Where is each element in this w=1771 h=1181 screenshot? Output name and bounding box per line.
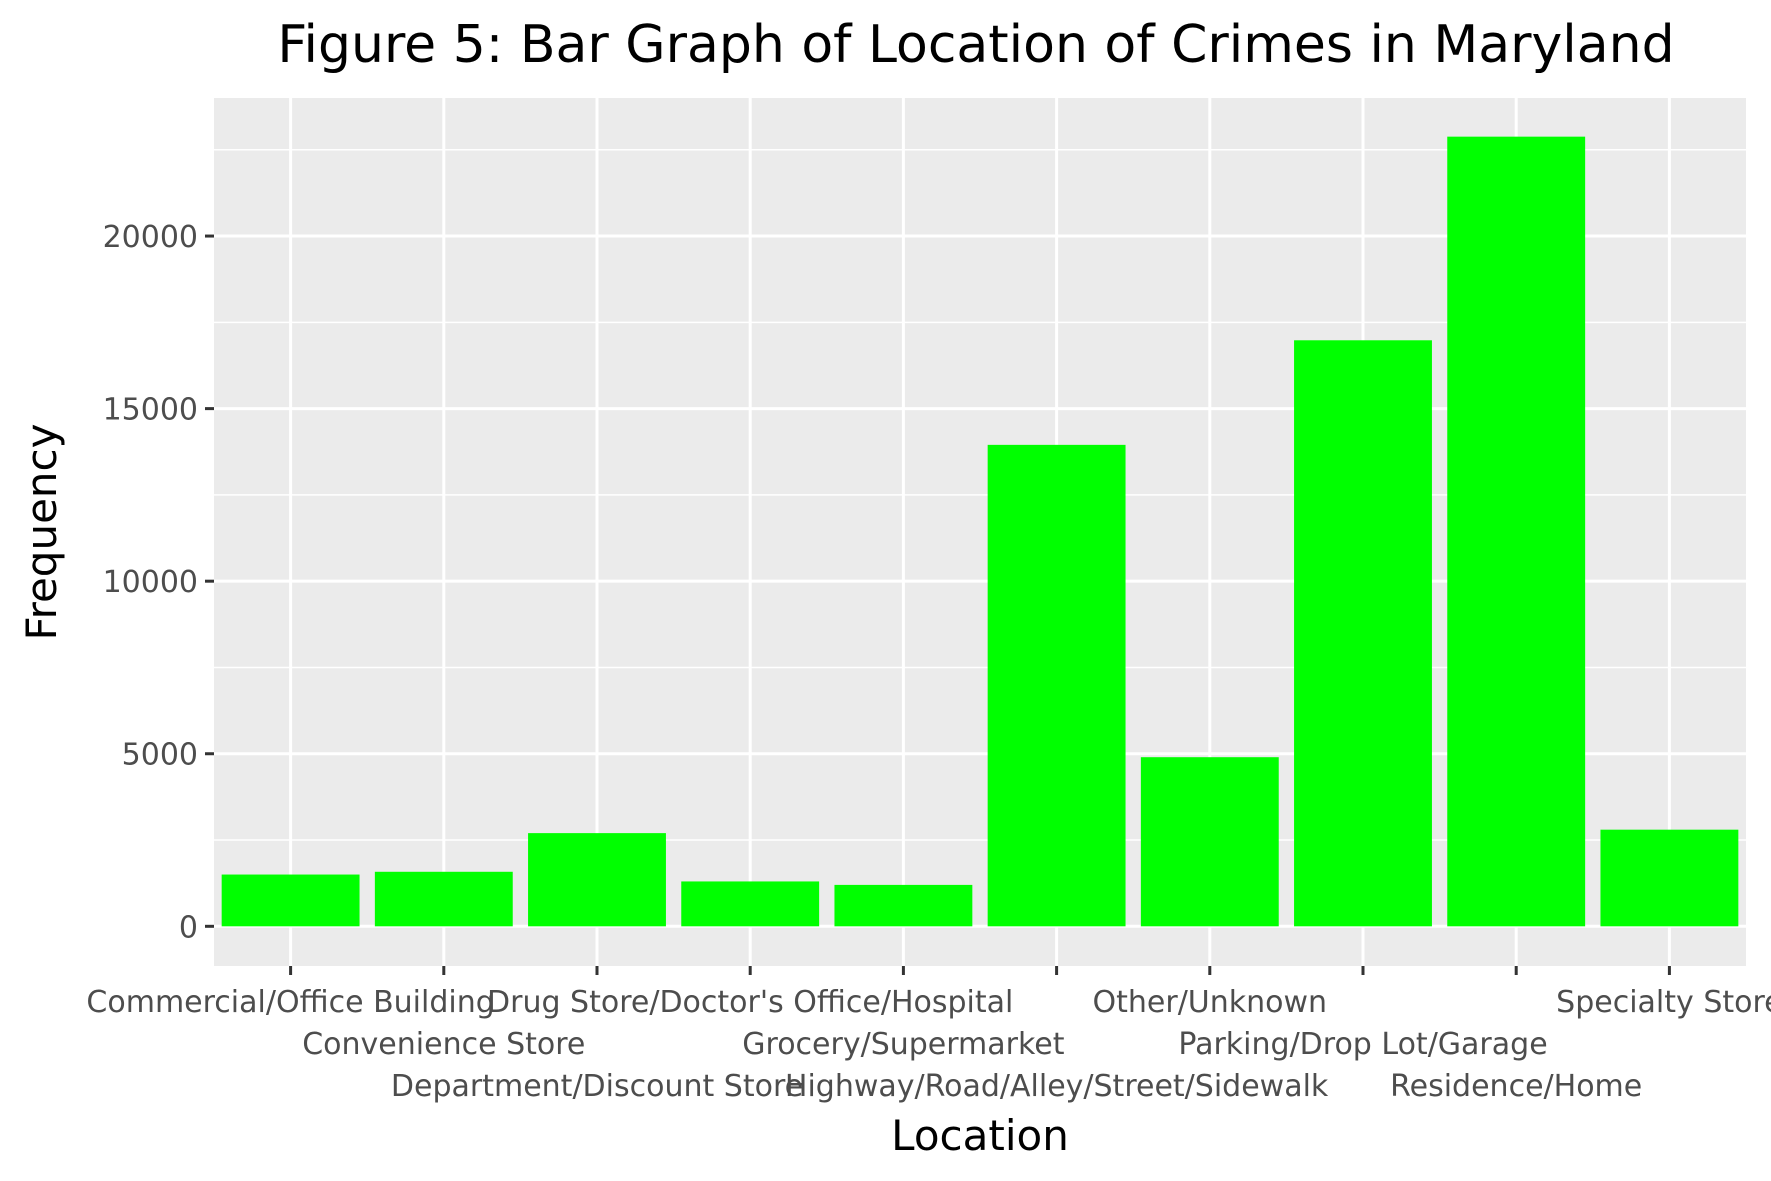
bar-4	[681, 881, 820, 927]
bar-10	[1600, 829, 1739, 927]
bar-6	[987, 444, 1126, 927]
axes: 0 5000 10000 15000 20000 Commercial/Office Bu…	[86, 220, 1771, 1104]
y-tick-label: 20000	[103, 220, 198, 255]
x-tick-label: Drug Store/Doctor's Office/Hospital	[487, 985, 1013, 1020]
bar-3	[528, 833, 666, 927]
x-tick-label: Other/Unknown	[1093, 985, 1328, 1020]
x-tick-label: Grocery/Supermarket	[742, 1027, 1064, 1062]
x-tick-label: Convenience Store	[302, 1027, 585, 1062]
x-tick-label: Specialty Store	[1556, 985, 1771, 1020]
x-tick-label: Highway/Road/Alley/Street/Sidewalk	[785, 1069, 1329, 1104]
x-tick-label: Department/Discount Store	[391, 1069, 803, 1104]
bar-7	[1140, 757, 1279, 927]
y-tick-label: 10000	[103, 565, 198, 600]
bars	[221, 136, 1739, 927]
bar-9	[1447, 136, 1586, 927]
x-axis-title: Location	[891, 1111, 1069, 1160]
bar-5	[834, 884, 973, 927]
y-tick-label: 15000	[103, 393, 198, 428]
x-tick-label: Residence/Home	[1390, 1069, 1642, 1104]
y-tick-label: 5000	[122, 738, 198, 773]
x-tick-label: Commercial/Office Building	[86, 985, 494, 1020]
chart-title: Figure 5: Bar Graph of Location of Crime…	[277, 15, 1674, 75]
y-tick-label: 0	[179, 910, 198, 945]
bar-1	[221, 874, 360, 927]
y-axis-title: Frequency	[17, 424, 66, 641]
bar-2	[374, 871, 513, 927]
bar-8	[1294, 340, 1432, 927]
x-tick-label: Parking/Drop Lot/Garage	[1178, 1027, 1547, 1062]
